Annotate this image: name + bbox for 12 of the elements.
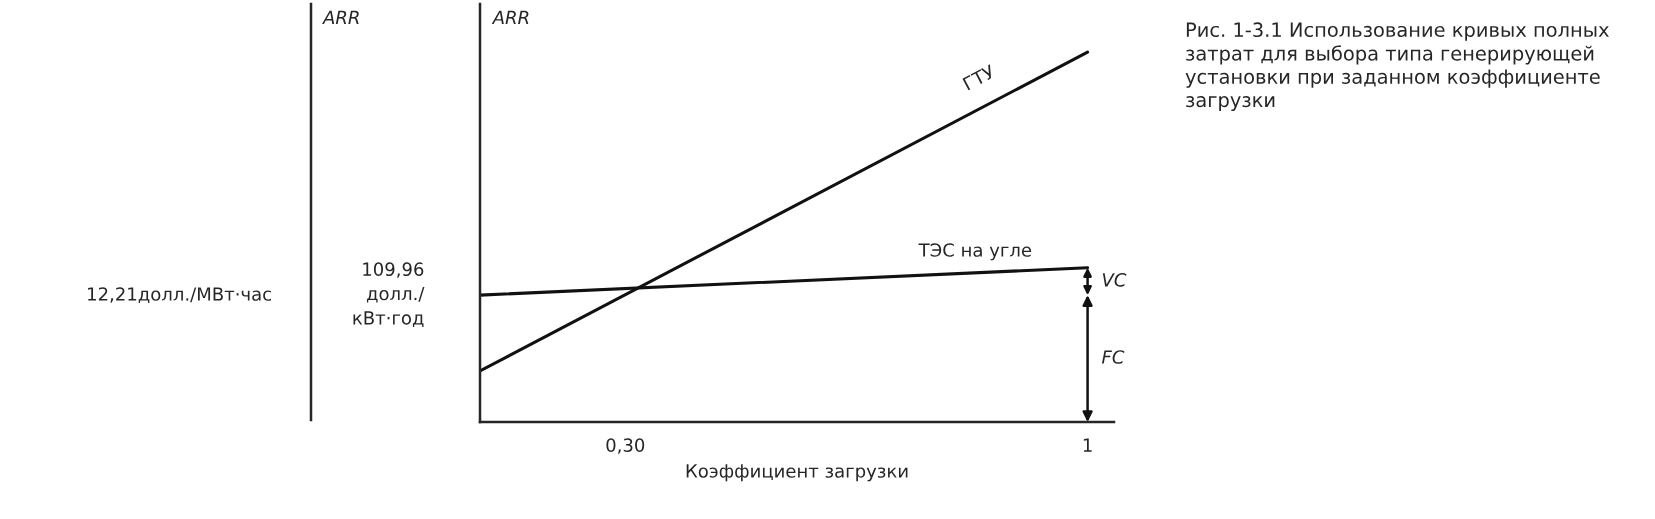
x-tick-label: 0,30	[606, 438, 645, 454]
text: Рис. 1-3.1 Использование кривых полных затрат для выбора типа генерирующей установки при заданном коэффициенте загрузки	[1185, 22, 1609, 111]
annotation: VC	[1102, 273, 1127, 287]
text: ARR	[491, 10, 529, 24]
text: 109,96 долл./ кВт·год	[353, 262, 425, 327]
text: 12,21долл./МВт·час	[88, 287, 271, 304]
text: ГТУ	[962, 64, 997, 91]
text: ARR	[322, 10, 359, 24]
series-label: ТЭС на угле	[918, 243, 1032, 261]
x-tick-label: 1	[1083, 438, 1092, 452]
annotation: FC	[1101, 350, 1125, 364]
x-axis-title: Коэффициент загрузки	[686, 464, 908, 482]
